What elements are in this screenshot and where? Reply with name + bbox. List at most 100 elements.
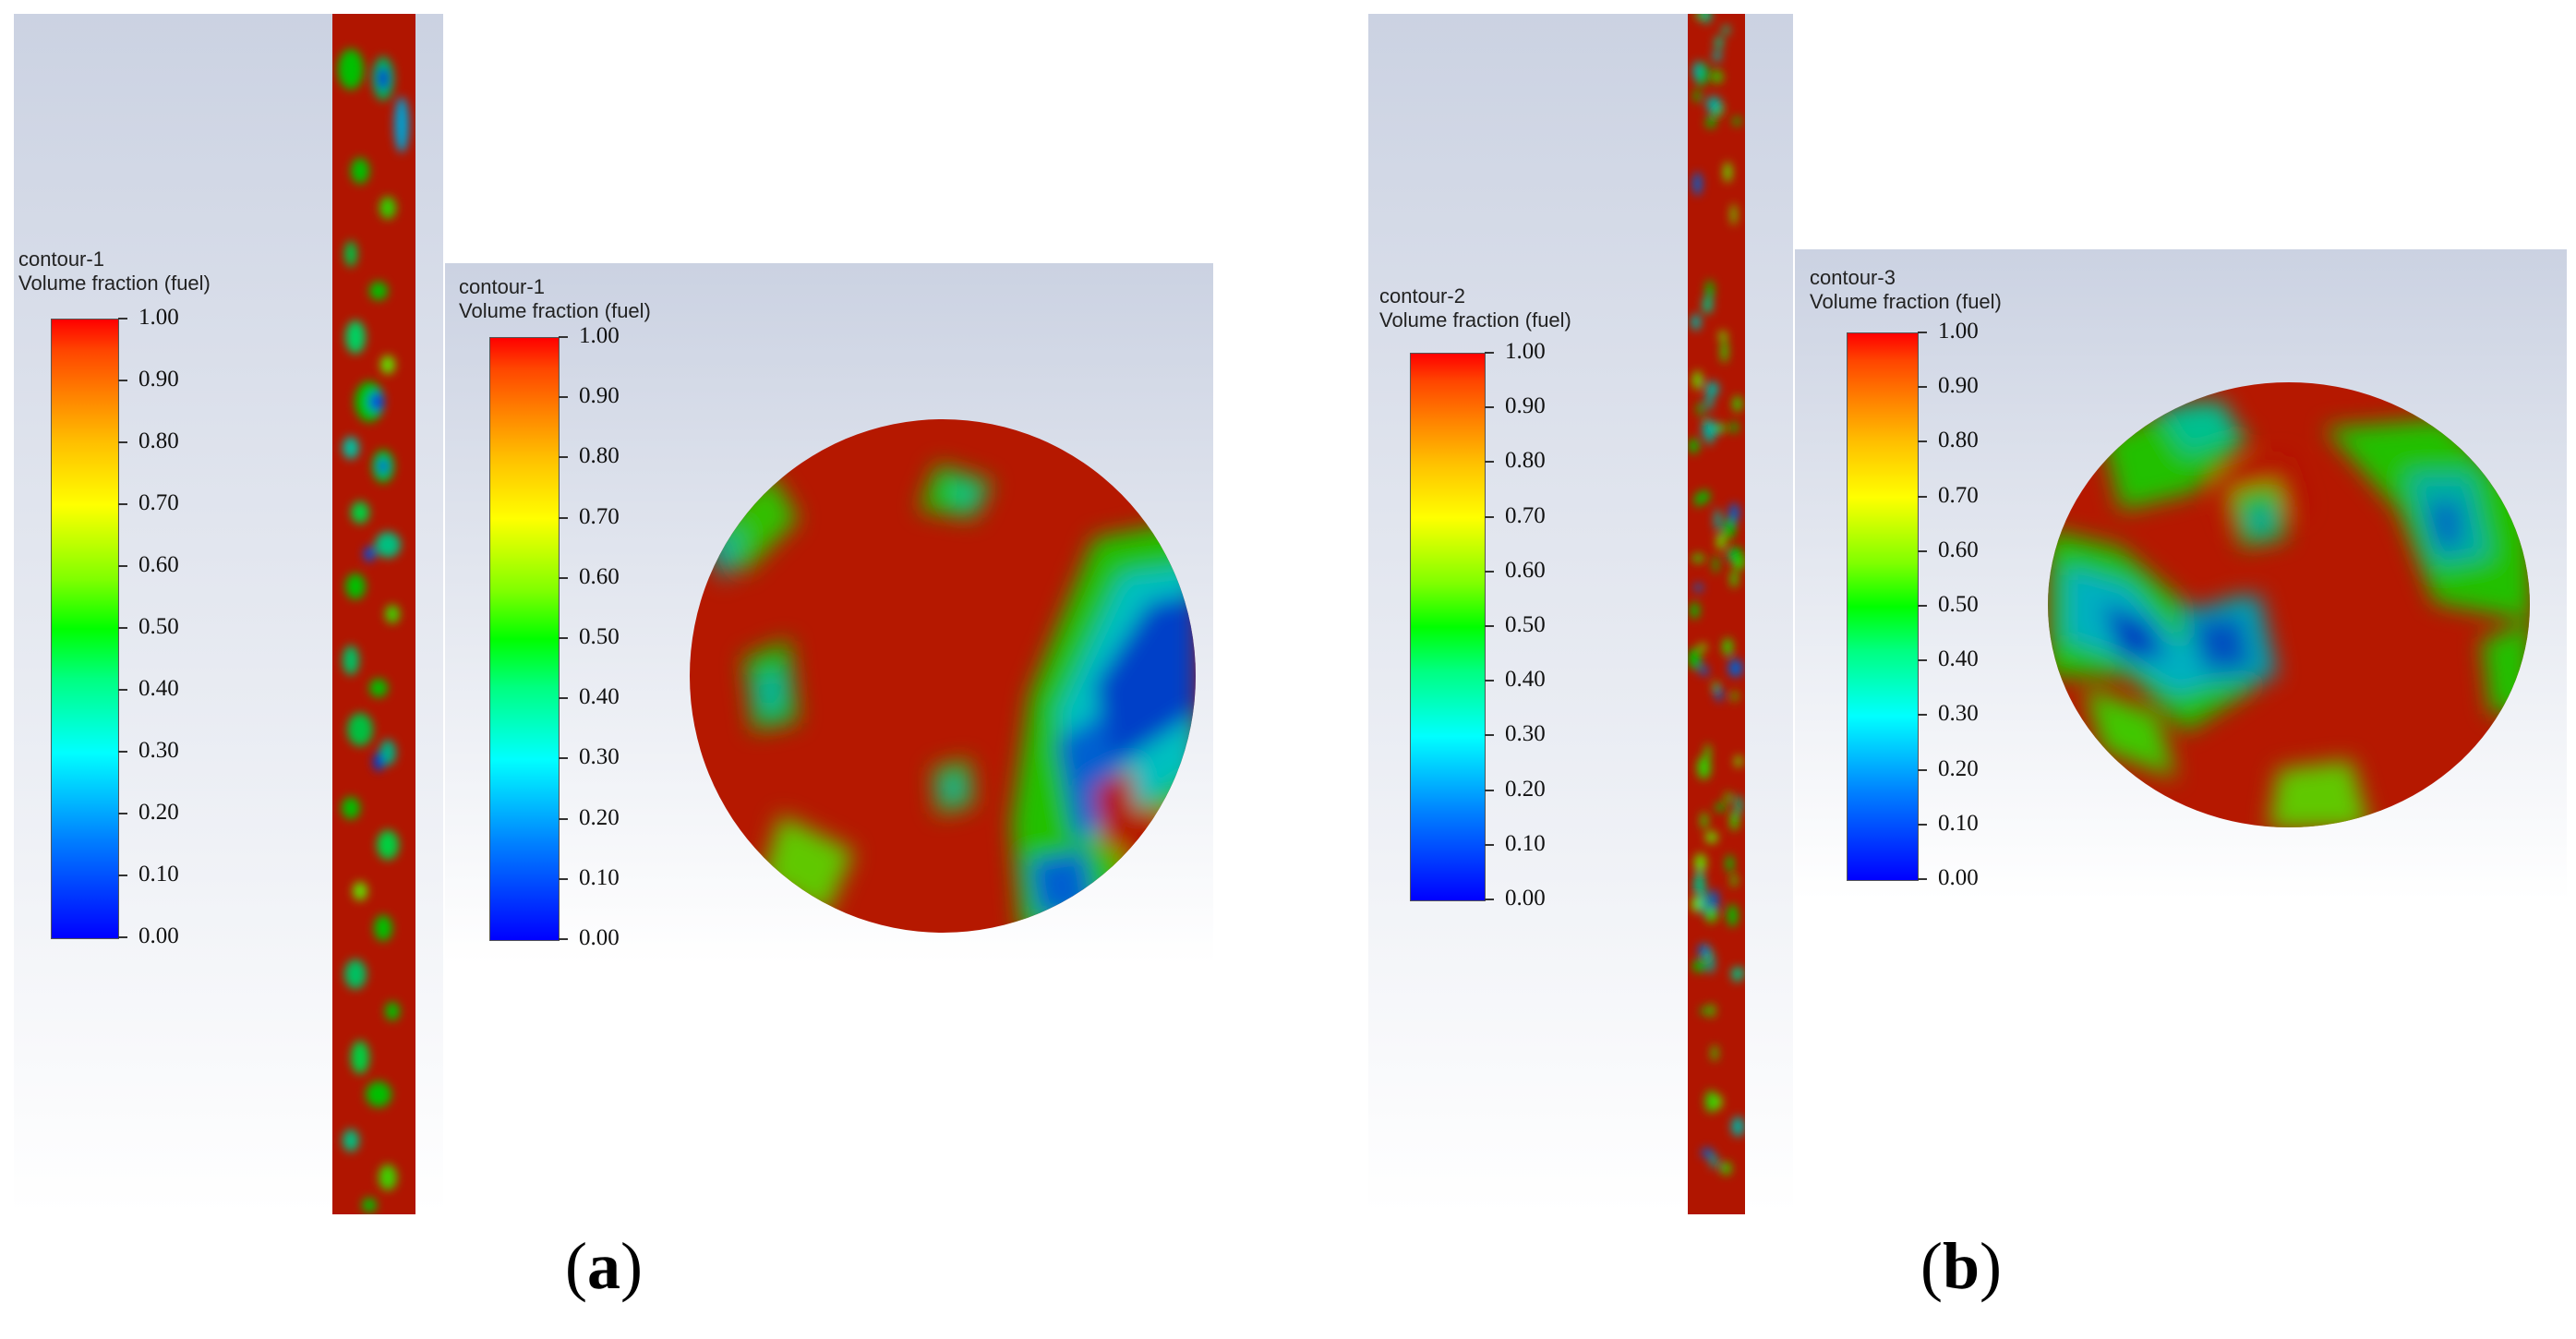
- colorbar-tick-label: 0.00: [1938, 865, 1979, 890]
- colorbar-tick-mark: [1918, 386, 1927, 389]
- colorbar-tick-label: 0.70: [1938, 482, 1979, 508]
- colorbar-tick-label: 0.20: [579, 804, 620, 830]
- section-legend-contour-name-a: contour-1: [459, 275, 545, 298]
- colorbar-tick-mark: [1918, 605, 1927, 607]
- colorbar-tick-mark: [118, 318, 127, 320]
- colorbar-tick-label: 0.10: [1938, 810, 1979, 836]
- subfigure-label-b-letter: b: [1942, 1229, 1980, 1303]
- colorbar-tick-mark: [1485, 406, 1494, 409]
- colorbar-tick-label: 0.50: [1938, 592, 1979, 617]
- colorbar-tick-label: 0.50: [138, 614, 179, 639]
- colorbar-tick-mark: [118, 875, 127, 876]
- colorbar-tick-mark: [118, 565, 127, 567]
- pipe-colorbar-a: [51, 319, 119, 939]
- colorbar-tick-mark: [1485, 789, 1494, 791]
- colorbar-tick-label: 0.40: [579, 684, 620, 710]
- subfigure-label-a-letter: a: [586, 1229, 620, 1303]
- colorbar-tick-label: 0.20: [138, 800, 179, 825]
- colorbar-tick-label: 0.30: [138, 738, 179, 763]
- cross-section-contour-b: [2048, 382, 2530, 827]
- colorbar-tick-label: 0.00: [579, 925, 620, 950]
- section-legend-title-b: contour-3 Volume fraction (fuel): [1810, 266, 2002, 314]
- colorbar-tick-label: 0.00: [138, 923, 179, 948]
- colorbar-tick-label: 0.40: [138, 676, 179, 701]
- colorbar-tick-mark: [559, 516, 568, 519]
- colorbar-tick-label: 0.10: [138, 862, 179, 887]
- section-colorbar-a: [489, 337, 560, 941]
- colorbar-tick-mark: [1918, 768, 1927, 771]
- colorbar-tick-label: 0.70: [138, 490, 179, 515]
- colorbar-tick-mark: [1485, 461, 1494, 464]
- colorbar-tick-label: 0.90: [579, 383, 620, 409]
- colorbar-tick-label: 0.50: [579, 624, 620, 649]
- pipe-legend-variable-b: Volume fraction (fuel): [1379, 308, 1571, 332]
- colorbar-tick-mark: [1918, 823, 1927, 826]
- colorbar-tick-label: 0.10: [579, 864, 620, 890]
- colorbar-tick-label: 0.30: [1505, 721, 1546, 747]
- subfigure-label-b-open: (: [1920, 1229, 1943, 1303]
- colorbar-tick-mark: [118, 441, 127, 443]
- colorbar-tick-label: 0.60: [579, 563, 620, 589]
- colorbar-tick-mark: [118, 689, 127, 691]
- colorbar-tick-mark: [1485, 680, 1494, 682]
- colorbar-tick-label: 0.80: [1505, 448, 1546, 474]
- section-legend-variable-b: Volume fraction (fuel): [1810, 290, 2002, 313]
- colorbar-tick-label: 0.80: [1938, 428, 1979, 453]
- colorbar-tick-mark: [118, 627, 127, 629]
- colorbar-tick-label: 0.90: [138, 367, 179, 392]
- colorbar-tick-mark: [559, 396, 568, 399]
- colorbar-tick-mark: [559, 817, 568, 820]
- pipe-legend-title-a: contour-1 Volume fraction (fuel): [18, 247, 211, 296]
- colorbar-tick-mark: [559, 757, 568, 760]
- colorbar-tick-label: 0.40: [1938, 646, 1979, 672]
- colorbar-tick-label: 0.30: [579, 744, 620, 770]
- colorbar-tick-mark: [1485, 734, 1494, 737]
- colorbar-tick-label: 0.80: [138, 428, 179, 453]
- colorbar-tick-mark: [559, 938, 568, 940]
- colorbar-tick-mark: [1918, 549, 1927, 552]
- pipe-contour-a: [332, 14, 415, 1214]
- colorbar-tick-label: 0.30: [1938, 701, 1979, 727]
- colorbar-tick-mark: [118, 813, 127, 814]
- colorbar-tick-label: 1.00: [1938, 319, 1979, 344]
- colorbar-tick-mark: [1485, 352, 1494, 354]
- colorbar-tick-mark: [118, 751, 127, 753]
- colorbar-tick-mark: [1485, 843, 1494, 846]
- colorbar-tick-mark: [1918, 440, 1927, 443]
- colorbar-tick-label: 1.00: [138, 305, 179, 330]
- colorbar-tick-label: 0.00: [1505, 886, 1546, 911]
- colorbar-tick-mark: [559, 697, 568, 700]
- section-legend-title-a: contour-1 Volume fraction (fuel): [459, 275, 651, 323]
- colorbar-tick-label: 1.00: [579, 323, 620, 348]
- pipe-legend-contour-name-b: contour-2: [1379, 284, 1465, 308]
- section-legend-contour-name-b: contour-3: [1810, 266, 1896, 289]
- colorbar-tick-label: 0.90: [1505, 393, 1546, 419]
- colorbar-tick-label: 0.20: [1505, 776, 1546, 802]
- colorbar-tick-mark: [1485, 625, 1494, 627]
- colorbar-tick-mark: [559, 877, 568, 880]
- colorbar-tick-mark: [118, 936, 127, 938]
- pipe-colorbar-b: [1410, 353, 1486, 901]
- colorbar-tick-label: 0.50: [1505, 612, 1546, 637]
- colorbar-tick-label: 0.70: [579, 503, 620, 529]
- colorbar-tick-mark: [1918, 659, 1927, 662]
- colorbar-tick-label: 0.70: [1505, 502, 1546, 528]
- colorbar-tick-mark: [118, 380, 127, 381]
- colorbar-tick-mark: [1918, 714, 1927, 717]
- colorbar-tick-label: 0.60: [138, 552, 179, 577]
- subfigure-label-a-close: ): [620, 1229, 643, 1303]
- colorbar-tick-label: 0.80: [579, 443, 620, 469]
- section-colorbar-b: [1847, 332, 1919, 881]
- colorbar-tick-label: 0.20: [1938, 755, 1979, 781]
- colorbar-tick-mark: [559, 336, 568, 338]
- colorbar-tick-label: 1.00: [1505, 339, 1546, 364]
- colorbar-tick-mark: [559, 456, 568, 459]
- subfigure-label-b-close: ): [1980, 1229, 2003, 1303]
- pipe-legend-contour-name-a: contour-1: [18, 247, 104, 271]
- colorbar-tick-label: 0.60: [1505, 557, 1546, 583]
- colorbar-tick-label: 0.90: [1938, 373, 1979, 399]
- colorbar-tick-mark: [559, 576, 568, 579]
- colorbar-tick-mark: [1918, 495, 1927, 498]
- colorbar-tick-mark: [1485, 570, 1494, 573]
- colorbar-tick-mark: [559, 637, 568, 639]
